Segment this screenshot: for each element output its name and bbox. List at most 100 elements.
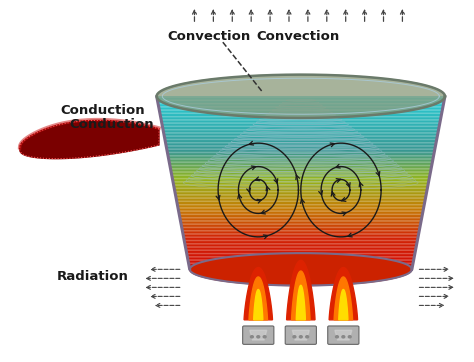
Polygon shape xyxy=(19,120,159,159)
Text: Radiation: Radiation xyxy=(57,270,129,283)
Polygon shape xyxy=(181,223,421,225)
Polygon shape xyxy=(249,277,267,320)
Polygon shape xyxy=(166,147,435,148)
Polygon shape xyxy=(339,290,348,320)
Polygon shape xyxy=(170,165,432,167)
Polygon shape xyxy=(182,232,419,233)
Polygon shape xyxy=(176,196,426,197)
Polygon shape xyxy=(164,132,438,134)
Polygon shape xyxy=(161,119,440,121)
Polygon shape xyxy=(159,106,443,108)
Polygon shape xyxy=(184,242,417,243)
FancyBboxPatch shape xyxy=(243,326,274,344)
Circle shape xyxy=(348,336,351,338)
Polygon shape xyxy=(159,108,443,109)
Circle shape xyxy=(336,336,338,338)
Polygon shape xyxy=(188,259,414,261)
Polygon shape xyxy=(158,102,444,104)
FancyBboxPatch shape xyxy=(285,326,317,344)
Polygon shape xyxy=(161,118,441,119)
Polygon shape xyxy=(165,142,436,144)
Polygon shape xyxy=(181,220,421,222)
Polygon shape xyxy=(163,131,438,132)
Polygon shape xyxy=(174,190,427,191)
Polygon shape xyxy=(189,265,413,266)
Polygon shape xyxy=(158,105,443,106)
Polygon shape xyxy=(165,141,437,142)
Polygon shape xyxy=(188,262,413,264)
Polygon shape xyxy=(162,122,440,124)
Polygon shape xyxy=(296,285,305,320)
Polygon shape xyxy=(179,213,423,215)
Polygon shape xyxy=(169,160,433,161)
Polygon shape xyxy=(159,109,442,111)
Polygon shape xyxy=(174,189,427,190)
Polygon shape xyxy=(183,235,419,236)
Polygon shape xyxy=(172,177,429,178)
Polygon shape xyxy=(175,191,427,193)
Polygon shape xyxy=(185,246,416,248)
Polygon shape xyxy=(160,112,442,114)
Polygon shape xyxy=(184,239,418,240)
Polygon shape xyxy=(171,170,431,171)
Polygon shape xyxy=(183,236,418,237)
Polygon shape xyxy=(186,252,415,253)
Polygon shape xyxy=(178,209,423,210)
Polygon shape xyxy=(176,200,425,202)
Polygon shape xyxy=(180,219,421,220)
Polygon shape xyxy=(163,128,439,130)
Polygon shape xyxy=(178,207,424,209)
Circle shape xyxy=(263,336,266,338)
Polygon shape xyxy=(189,264,413,265)
Polygon shape xyxy=(168,154,434,155)
Polygon shape xyxy=(292,271,310,320)
Polygon shape xyxy=(178,210,423,212)
Polygon shape xyxy=(174,186,428,187)
Polygon shape xyxy=(177,203,425,205)
Polygon shape xyxy=(188,258,414,259)
Polygon shape xyxy=(167,150,435,151)
Polygon shape xyxy=(186,249,416,251)
Polygon shape xyxy=(164,138,437,139)
Polygon shape xyxy=(162,124,440,125)
Polygon shape xyxy=(163,130,438,131)
Polygon shape xyxy=(172,176,430,177)
Polygon shape xyxy=(160,114,442,115)
Polygon shape xyxy=(164,135,438,136)
Polygon shape xyxy=(173,184,428,186)
Polygon shape xyxy=(177,205,424,206)
Polygon shape xyxy=(254,290,263,320)
Polygon shape xyxy=(157,98,445,99)
Polygon shape xyxy=(287,260,315,320)
Polygon shape xyxy=(167,151,435,152)
Polygon shape xyxy=(169,163,432,164)
Polygon shape xyxy=(180,216,422,218)
Polygon shape xyxy=(182,229,419,230)
Circle shape xyxy=(342,336,345,338)
Polygon shape xyxy=(157,101,444,102)
Polygon shape xyxy=(182,228,420,229)
Polygon shape xyxy=(329,268,357,320)
FancyBboxPatch shape xyxy=(328,326,359,344)
Polygon shape xyxy=(182,226,420,228)
Polygon shape xyxy=(186,248,416,249)
Polygon shape xyxy=(163,127,439,128)
Polygon shape xyxy=(159,111,442,112)
Polygon shape xyxy=(176,197,426,199)
Polygon shape xyxy=(183,233,419,235)
Polygon shape xyxy=(168,155,434,157)
Polygon shape xyxy=(175,194,426,196)
Polygon shape xyxy=(187,256,414,258)
Polygon shape xyxy=(165,139,437,141)
Polygon shape xyxy=(167,152,434,154)
Polygon shape xyxy=(166,145,436,147)
Polygon shape xyxy=(158,104,444,105)
Polygon shape xyxy=(187,255,415,256)
Polygon shape xyxy=(181,225,420,226)
Polygon shape xyxy=(334,277,353,320)
Circle shape xyxy=(250,336,253,338)
Polygon shape xyxy=(188,261,413,262)
Polygon shape xyxy=(183,237,418,239)
Polygon shape xyxy=(190,268,412,269)
Text: Convection: Convection xyxy=(167,30,250,43)
